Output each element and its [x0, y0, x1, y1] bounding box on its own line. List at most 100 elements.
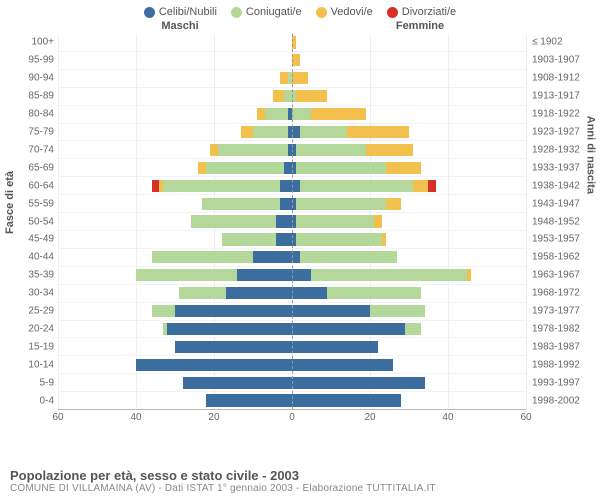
seg-cel [292, 180, 300, 192]
seg-cel [253, 251, 292, 263]
bar-males [58, 374, 292, 391]
seg-cel [136, 359, 292, 371]
bar-males [58, 124, 292, 141]
seg-ved [292, 72, 308, 84]
seg-ved [257, 108, 265, 120]
birth-year-label: 1948-1952 [532, 216, 594, 227]
birth-year-label: 1908-1912 [532, 73, 594, 84]
bar-males [58, 303, 292, 320]
x-tick: 0 [289, 412, 295, 423]
birth-year-label: 1988-1992 [532, 359, 594, 370]
seg-con [311, 269, 467, 281]
bar-males [58, 106, 292, 123]
seg-con [300, 251, 398, 263]
bar-females [292, 338, 526, 355]
age-label: 75-79 [16, 126, 54, 137]
bar-females [292, 231, 526, 248]
age-label: 25-29 [16, 306, 54, 317]
age-label: 70-74 [16, 144, 54, 155]
birth-year-label: 1928-1932 [532, 144, 594, 155]
seg-con [218, 144, 288, 156]
seg-con [163, 180, 280, 192]
seg-con [296, 215, 374, 227]
bar-females [292, 106, 526, 123]
seg-cel [292, 359, 393, 371]
seg-ved [311, 108, 366, 120]
bar-females [292, 356, 526, 373]
seg-con [191, 215, 277, 227]
bar-females [292, 141, 526, 158]
seg-con [284, 90, 292, 102]
seg-ved [273, 90, 285, 102]
seg-ved [382, 233, 386, 245]
seg-ved [292, 54, 300, 66]
seg-con [296, 198, 386, 210]
seg-cel [292, 126, 300, 138]
birth-year-label: ≤ 1902 [532, 37, 594, 48]
seg-con [265, 108, 288, 120]
bar-females [292, 159, 526, 176]
x-tick: 60 [52, 412, 63, 423]
birth-year-label: 1953-1957 [532, 234, 594, 245]
seg-con [152, 305, 175, 317]
age-label: 55-59 [16, 198, 54, 209]
bar-males [58, 177, 292, 194]
seg-div [428, 180, 436, 192]
seg-con [300, 180, 413, 192]
seg-con [327, 287, 421, 299]
birth-year-label: 1963-1967 [532, 270, 594, 281]
birth-year-label: 1983-1987 [532, 341, 594, 352]
bar-females [292, 285, 526, 302]
x-axis: 6040200204060 [58, 412, 526, 426]
age-label: 35-39 [16, 270, 54, 281]
legend-label: Divorziati/e [402, 6, 456, 18]
bar-females [292, 392, 526, 409]
legend: Celibi/NubiliConiugati/eVedovi/eDivorzia… [0, 0, 600, 20]
birth-year-label: 1998-2002 [532, 395, 594, 406]
bar-males [58, 338, 292, 355]
bar-males [58, 392, 292, 409]
legend-label: Celibi/Nubili [159, 6, 217, 18]
legend-swatch [387, 7, 398, 18]
age-label: 50-54 [16, 216, 54, 227]
birth-year-label: 1923-1927 [532, 126, 594, 137]
seg-cel [292, 394, 401, 406]
seg-cel [280, 180, 292, 192]
birth-year-label: 1903-1907 [532, 55, 594, 66]
seg-ved [210, 144, 218, 156]
seg-cel [292, 251, 300, 263]
bar-females [292, 321, 526, 338]
seg-cel [167, 323, 292, 335]
bar-females [292, 249, 526, 266]
seg-ved [198, 162, 206, 174]
bar-males [58, 285, 292, 302]
bar-females [292, 195, 526, 212]
seg-cel [292, 341, 378, 353]
birth-year-label: 1933-1937 [532, 162, 594, 173]
bar-males [58, 195, 292, 212]
seg-cel [280, 198, 292, 210]
seg-cel [292, 377, 425, 389]
seg-div [152, 180, 160, 192]
seg-cel [292, 269, 311, 281]
age-label: 10-14 [16, 359, 54, 370]
birth-year-label: 1978-1982 [532, 323, 594, 334]
bar-females [292, 124, 526, 141]
seg-con [253, 126, 288, 138]
seg-ved [413, 180, 429, 192]
birth-year-label: 1943-1947 [532, 198, 594, 209]
seg-ved [241, 126, 253, 138]
age-label: 85-89 [16, 91, 54, 102]
seg-ved [386, 162, 421, 174]
age-label: 0-4 [16, 395, 54, 406]
x-tick: 60 [520, 412, 531, 423]
bar-males [58, 249, 292, 266]
age-label: 45-49 [16, 234, 54, 245]
legend-swatch [316, 7, 327, 18]
bar-females [292, 177, 526, 194]
bar-females [292, 70, 526, 87]
bar-males [58, 321, 292, 338]
bar-males [58, 213, 292, 230]
x-tick: 40 [130, 412, 141, 423]
seg-ved [280, 72, 288, 84]
